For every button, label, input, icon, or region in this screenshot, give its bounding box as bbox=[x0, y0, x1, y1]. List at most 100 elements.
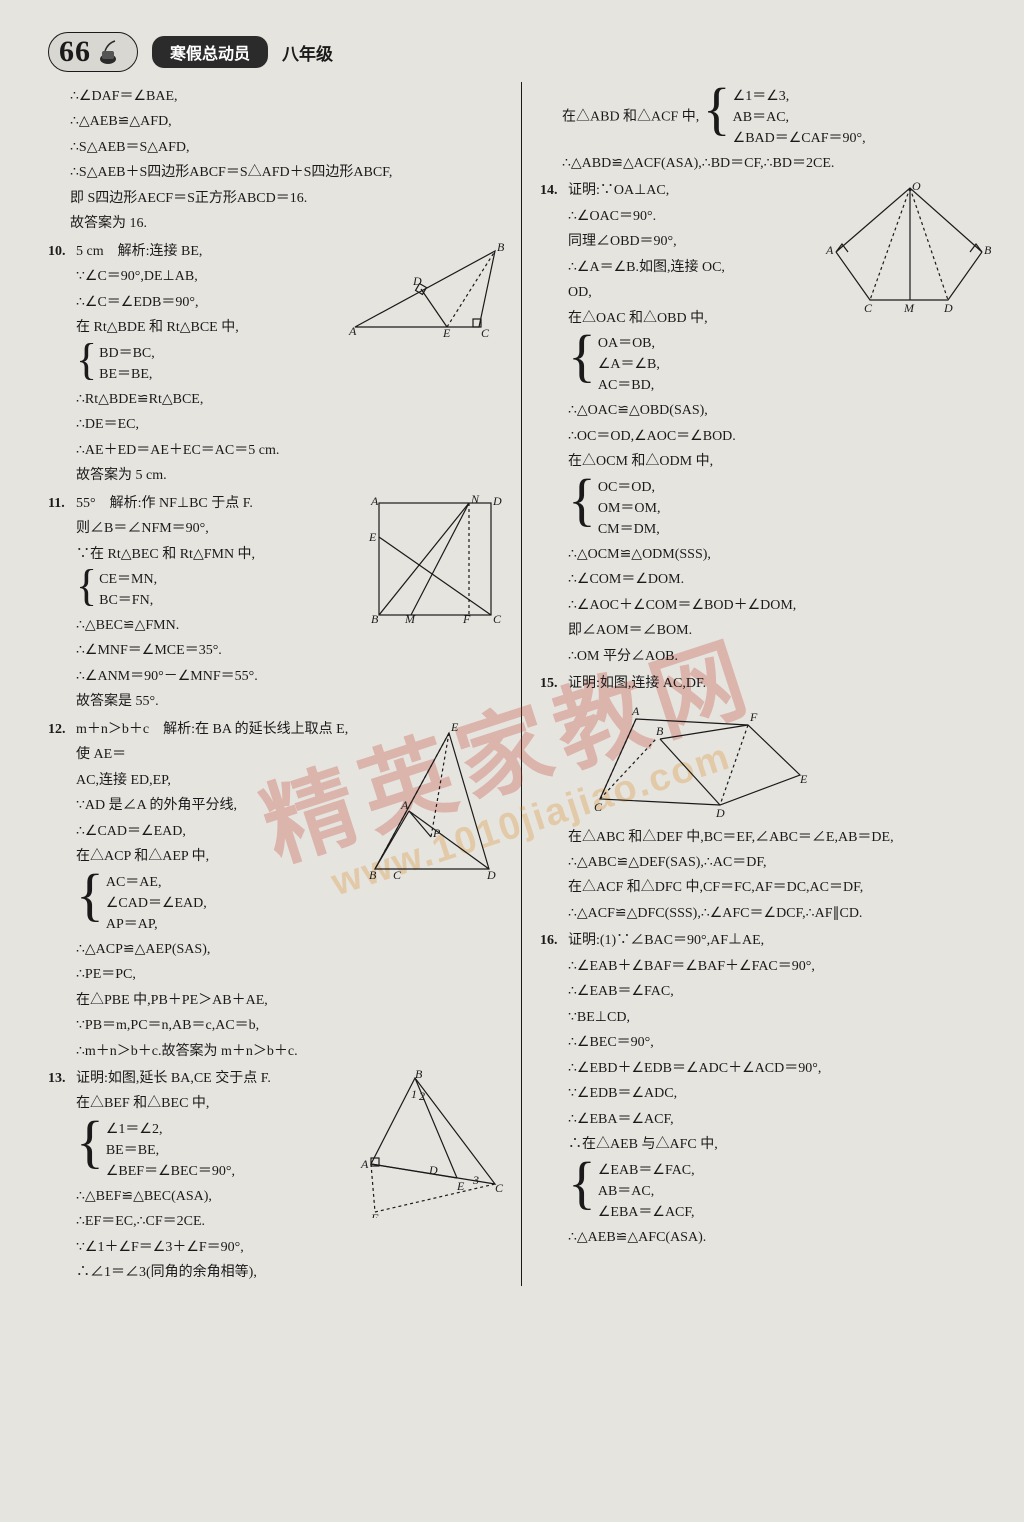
text-line: AC＝AE, bbox=[106, 872, 207, 893]
text-line: ∴m＋n＞b＋c.故答案为 m＋n＞b＋c. bbox=[76, 1039, 507, 1064]
text-line: 证明:(1)∵∠BAC＝90°,AF⊥AE, bbox=[568, 928, 994, 953]
text-line: BE＝BE, bbox=[99, 364, 155, 385]
text-line: BE＝BE, bbox=[106, 1140, 235, 1161]
brace-system: { ∠1＝∠3, AB＝AC, ∠BAD＝∠CAF＝90°, bbox=[703, 86, 866, 149]
svg-text:A: A bbox=[360, 1157, 369, 1171]
text-line: ∴∠BEC＝90°, bbox=[568, 1030, 994, 1055]
text-line: ∴∠EBD＋∠EDB＝∠ADC＋∠ACD＝90°, bbox=[568, 1056, 994, 1081]
left-column: ∴∠DAF＝∠BAE, ∴△AEB≌△AFD, ∴S△AEB＝S△AFD, ∴S… bbox=[48, 82, 521, 1286]
text-line: ∴△OCM≌△ODM(SSS), bbox=[568, 542, 994, 567]
svg-text:A: A bbox=[370, 494, 379, 508]
question-number: 13. bbox=[48, 1066, 66, 1091]
text-line: ∴∠EAB＋∠BAF＝∠BAF＋∠FAC＝90°, bbox=[568, 954, 994, 979]
svg-text:C: C bbox=[493, 612, 502, 623]
question-number: 14. bbox=[540, 178, 558, 203]
svg-text:B: B bbox=[497, 241, 505, 254]
text-line: 证明:如图,连接 AC,DF. bbox=[568, 671, 994, 696]
svg-text:D: D bbox=[943, 301, 953, 315]
svg-text:M: M bbox=[404, 612, 416, 623]
text-line: 故答案为 16. bbox=[70, 211, 507, 236]
svg-text:N: N bbox=[470, 493, 480, 506]
text-line: ∴△ACP≌△AEP(SAS), bbox=[76, 937, 507, 962]
question-number: 12. bbox=[48, 717, 66, 742]
text-line: ∴△AEB≌△AFC(ASA). bbox=[568, 1225, 994, 1250]
text-line: 即∠AOM＝∠BOM. bbox=[568, 618, 994, 643]
svg-text:D: D bbox=[428, 1163, 438, 1177]
figure-q11: AB CD EF MN bbox=[367, 493, 507, 623]
question-number: 10. bbox=[48, 239, 66, 264]
text-line: ∴∠COM＝∠DOM. bbox=[568, 567, 994, 592]
question-12: 12. AB CD bbox=[48, 717, 507, 1064]
svg-text:B: B bbox=[984, 243, 992, 257]
svg-text:C: C bbox=[495, 1181, 504, 1195]
series-title: 寒假总动员 bbox=[152, 36, 268, 68]
text-line: ∴△AEB≌△AFD, bbox=[70, 109, 507, 134]
text-line: CM＝DM, bbox=[598, 519, 661, 540]
svg-text:E: E bbox=[450, 720, 459, 734]
svg-text:B: B bbox=[371, 612, 379, 623]
svg-text:O: O bbox=[912, 180, 921, 193]
text-line: ∴∠EBA＝∠ACF, bbox=[568, 1107, 994, 1132]
text-line: ∴△ABC≌△DEF(SAS),∴AC＝DF, bbox=[568, 850, 994, 875]
svg-text:1: 1 bbox=[411, 1087, 417, 1101]
text-line: ∴Rt△BDE≌Rt△BCE, bbox=[76, 387, 507, 412]
text-line: 故答案是 55°. bbox=[76, 689, 507, 714]
text-line: ∴∠DAF＝∠BAE, bbox=[70, 84, 507, 109]
text-line: ∴∠ANM＝90°－∠MNF＝55°. bbox=[76, 664, 507, 689]
figure-q14: AB CD MO bbox=[824, 180, 994, 320]
figure-q12: AB CD EP bbox=[357, 719, 507, 879]
grade-title: 八年级 bbox=[282, 40, 333, 65]
brace-system: { OA＝OB, ∠A＝∠B, AC＝BD, bbox=[568, 333, 660, 396]
text-line: ∴△OAC≌△OBD(SAS), bbox=[568, 398, 994, 423]
text-line: BC＝FN, bbox=[99, 590, 157, 611]
text-line: ∵∠1＋∠F＝∠3＋∠F＝90°, bbox=[76, 1235, 507, 1260]
svg-text:D: D bbox=[412, 274, 422, 288]
text-line: ∠EBA＝∠ACF, bbox=[598, 1202, 695, 1223]
svg-text:A: A bbox=[400, 798, 409, 812]
text-line: ∴∠EAB＝∠FAC, bbox=[568, 979, 994, 1004]
svg-text:B: B bbox=[656, 724, 664, 738]
brace-system: { CE＝MN, BC＝FN, bbox=[76, 569, 157, 611]
text-line: 故答案为 5 cm. bbox=[76, 463, 507, 488]
svg-text:F: F bbox=[749, 710, 758, 724]
text-line: ∠1＝∠3, bbox=[733, 86, 866, 107]
text-line: ∴OC＝OD,∠AOC＝∠BOD. bbox=[568, 424, 994, 449]
svg-text:F: F bbox=[370, 1211, 379, 1218]
svg-text:E: E bbox=[442, 326, 451, 337]
text-line: ∴OM 平分∠AOB. bbox=[568, 644, 994, 669]
svg-text:C: C bbox=[393, 868, 402, 879]
svg-text:E: E bbox=[368, 530, 377, 544]
text-line: ∵PB＝m,PC＝n,AB＝c,AC＝b, bbox=[76, 1013, 507, 1038]
brace-system: { BD＝BC, BE＝BE, bbox=[76, 343, 155, 385]
text-line: ∵BE⊥CD, bbox=[568, 1005, 994, 1030]
question-13: 13. A B C D bbox=[48, 1066, 507, 1286]
brace-system: { AC＝AE, ∠CAD＝∠EAD, AP＝AP, bbox=[76, 872, 207, 935]
svg-text:C: C bbox=[864, 301, 873, 315]
text-line: ∴DE＝EC, bbox=[76, 412, 507, 437]
question-16: 16. 证明:(1)∵∠BAC＝90°,AF⊥AE, ∴∠EAB＋∠BAF＝∠B… bbox=[540, 928, 994, 1250]
text-line: ∴∠AOC＋∠COM＝∠BOD＋∠DOM, bbox=[568, 593, 994, 618]
svg-text:B: B bbox=[415, 1068, 423, 1081]
text-line: 即 S四边形AECF＝S正方形ABCD＝16. bbox=[70, 186, 507, 211]
svg-text:P: P bbox=[432, 826, 441, 840]
text-line: AC＝BD, bbox=[598, 375, 660, 396]
question-10: 10. AB CD E bbox=[48, 239, 507, 489]
svg-text:C: C bbox=[481, 326, 490, 337]
question-11: 11. AB CD EF bbox=[48, 491, 507, 715]
figure-q13: AB CD EF 123 bbox=[357, 1068, 507, 1218]
text-line: ∴△ABD≌△ACF(ASA),∴BD＝CF,∴BD＝2CE. bbox=[562, 151, 994, 176]
text-line: 在△OCM 和△ODM 中, bbox=[568, 449, 994, 474]
text-line: ∠A＝∠B, bbox=[598, 354, 660, 375]
text-line: 在△ABC 和△DEF 中,BC＝EF,∠ABC＝∠E,AB＝DE, bbox=[568, 825, 994, 850]
text-line: ∵∠EDB＝∠ADC, bbox=[568, 1081, 994, 1106]
text-line: ∴∠MNF＝∠MCE＝35°. bbox=[76, 638, 507, 663]
text-line: ∴∠1＝∠3(同角的余角相等), bbox=[76, 1260, 507, 1285]
text-line: 在△PBE 中,PB＋PE＞AB＋AE, bbox=[76, 988, 507, 1013]
text-line: 在△ACF 和△DFC 中,CF＝FC,AF＝DC,AC＝DF, bbox=[568, 875, 994, 900]
svg-text:A: A bbox=[631, 704, 640, 718]
svg-text:M: M bbox=[903, 301, 915, 315]
text-line: 在△ABD 和△ACF 中, bbox=[562, 110, 699, 125]
svg-text:2: 2 bbox=[419, 1089, 425, 1103]
text-line: BD＝BC, bbox=[99, 343, 155, 364]
figure-q15: AB CD EF bbox=[588, 701, 994, 821]
